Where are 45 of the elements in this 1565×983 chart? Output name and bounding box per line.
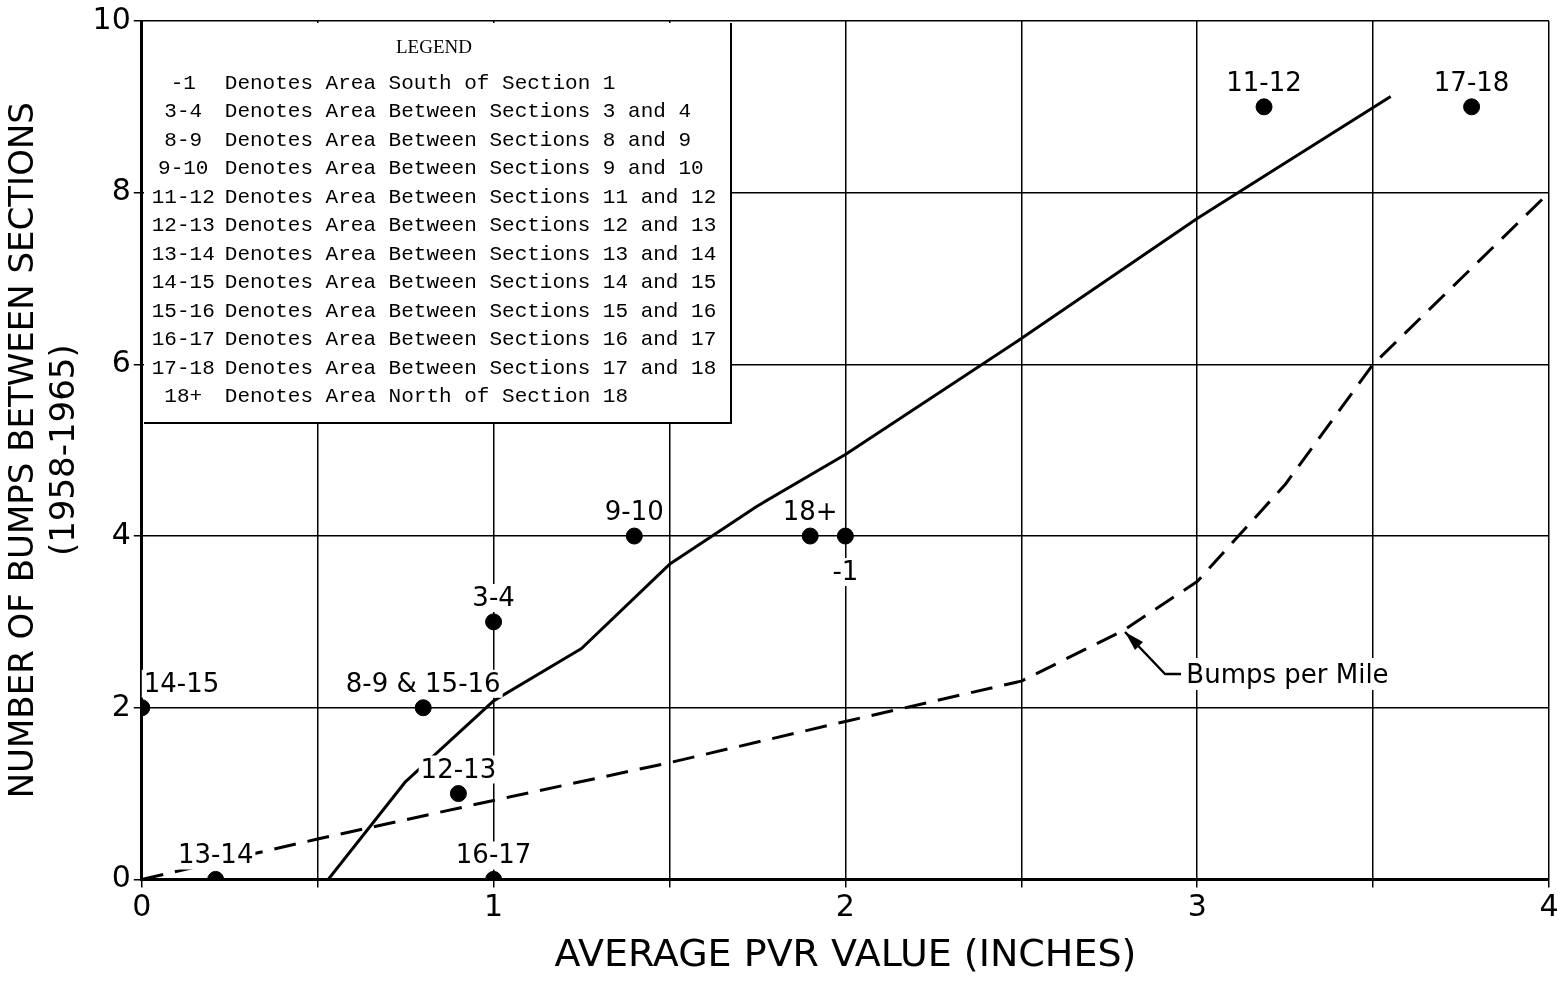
x-tick-label: 2: [835, 888, 855, 924]
annotation: 16-17 Denotes Area Between Sections 16 and 17: [151, 327, 717, 353]
annotation: 17-18 Denotes Area Between Sections 17 and 18: [151, 355, 717, 382]
x-tick-label: 1: [484, 888, 504, 924]
annotation: 16-17: [455, 839, 532, 870]
text: -1 Denotes Area South of Section 1: [170, 71, 616, 95]
x-tick-label: 4: [1539, 888, 1559, 924]
annotation: Bumps per Mile: [1183, 658, 1392, 691]
annotation: 12-13 Denotes Area Between Sections 12 and 13: [151, 213, 717, 239]
annotation: 17-18: [1433, 66, 1510, 97]
annotation: 9-10 Denotes Area Between Sections 9 and 10: [157, 156, 705, 182]
annotation: -1: [832, 556, 859, 587]
annotation: 3-4 Denotes Area Between Sections 3 and 4: [163, 99, 693, 125]
x-tick-label: 3: [1187, 888, 1207, 924]
annotation: 18+: [782, 496, 838, 527]
point: [485, 613, 503, 631]
point: [449, 785, 467, 803]
annotation: 13-14: [177, 839, 254, 870]
annotation: 18+ Denotes Area North of Section 18: [163, 384, 630, 410]
annotation: 11-12: [1226, 66, 1302, 97]
y-tick-label: 8: [111, 172, 131, 208]
annotation: 9-10: [604, 496, 664, 527]
annotation: 14-15: [143, 667, 220, 698]
annotation: 12-13: [420, 753, 497, 784]
x-axis-title: AVERAGE PVR VALUE (INCHES): [554, 931, 1137, 976]
annotation: 3-4: [472, 581, 515, 612]
y-axis-title: NUMBER OF BUMPS BETWEEN SECTIONS (1958-1965): [1, 102, 83, 799]
annotation: 8-9 Denotes Area Between Sections 8 and 9: [163, 127, 693, 154]
y-tick-label: 10: [92, 0, 131, 36]
annotation: 14-15 Denotes Area Between Sections 14 and 15: [151, 270, 717, 296]
annotation: LEGEND: [395, 35, 473, 59]
y-tick-label: 4: [111, 515, 131, 551]
y-tick-label: 2: [111, 687, 131, 723]
point: [801, 527, 819, 545]
y-tick-label: 0: [111, 859, 131, 895]
point: [625, 527, 643, 545]
y-tick-label: 6: [111, 344, 131, 380]
point: [414, 699, 432, 717]
point: [1463, 98, 1481, 116]
annotation: 8-9 & 15-16: [345, 667, 501, 698]
annotation: 11-12 Denotes Area Between Sections 11 and 12: [151, 184, 717, 211]
point: [836, 527, 854, 545]
point: [1255, 98, 1273, 116]
annotation: 13-14 Denotes Area Between Sections 13 and 14: [151, 241, 717, 268]
annotation: 15-16 Denotes Area Between Sections 15 and 16: [151, 298, 717, 325]
